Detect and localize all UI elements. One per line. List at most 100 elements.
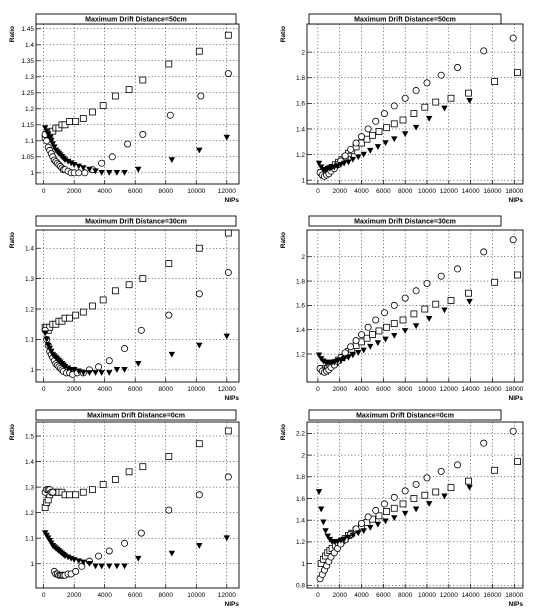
- data-point-circle: [124, 140, 132, 148]
- data-point-square: [224, 427, 232, 435]
- data-point-triangle: [382, 336, 389, 343]
- data-point-triangle: [340, 160, 348, 167]
- data-point-square: [465, 289, 472, 297]
- plot-frame: [35, 23, 240, 185]
- data-point-square: [224, 31, 232, 39]
- data-point-square: [165, 453, 173, 460]
- chart-title: Maximum Drift Distance=30cm: [354, 219, 456, 226]
- data-point-square: [390, 320, 398, 328]
- y-tick-label: 1.6: [296, 496, 305, 503]
- data-point-square: [195, 47, 203, 55]
- data-point-triangle: [382, 140, 389, 147]
- data-point-circle: [195, 491, 203, 499]
- data-point-triangle: [391, 515, 398, 522]
- x-tick-label: 16000: [483, 188, 501, 195]
- y-tick-label: 1.4: [296, 126, 305, 133]
- x-tick-label: 4000: [97, 386, 112, 393]
- plot-frame: [306, 421, 524, 589]
- data-point-triangle: [349, 352, 357, 359]
- y-tick-label: 1.15: [21, 122, 34, 129]
- data-point-triangle: [367, 343, 374, 350]
- y-tick-label: 1: [301, 561, 305, 568]
- data-point-circle: [364, 125, 372, 133]
- data-point-triangle: [92, 168, 99, 175]
- y-tick-label: 1: [30, 367, 34, 374]
- data-point-square: [410, 110, 418, 117]
- x-tick-label: 12000: [218, 386, 236, 393]
- data-point-circle: [95, 363, 103, 371]
- data-point-triangle: [349, 532, 357, 539]
- data-point-triangle: [67, 160, 75, 167]
- data-point-square: [99, 296, 107, 304]
- data-point-square: [165, 60, 173, 68]
- data-point-triangle: [70, 162, 78, 168]
- data-point-square: [99, 481, 107, 488]
- data-point-square: [383, 508, 391, 515]
- data-point-square: [125, 86, 133, 93]
- y-tick-label: 1: [30, 170, 34, 177]
- x-tick-label: 8000: [159, 386, 174, 393]
- data-point-square: [363, 135, 371, 143]
- y-tick-label: 2: [301, 254, 305, 261]
- x-tick-label: 10000: [418, 592, 436, 599]
- data-point-circle: [98, 159, 106, 167]
- x-tick-label: 2000: [67, 188, 82, 195]
- data-point-triangle: [51, 144, 58, 151]
- y-tick-label: 1.4: [296, 517, 305, 524]
- x-tick-label: 0: [316, 592, 320, 599]
- x-tick-label: 2000: [332, 592, 347, 599]
- data-point-triangle: [168, 157, 176, 163]
- data-point-circle: [454, 64, 462, 72]
- data-point-triangle: [45, 131, 52, 138]
- data-point-circle: [358, 133, 366, 141]
- data-point-triangle: [106, 370, 113, 376]
- data-point-square: [363, 334, 371, 342]
- y-tick-label: 1.3: [25, 74, 34, 81]
- y-tick-label: 1.6: [296, 303, 305, 310]
- data-point-triangle: [425, 115, 433, 122]
- data-point-triangle: [113, 170, 121, 176]
- data-point-circle: [108, 153, 116, 161]
- plot-frame: [35, 421, 240, 589]
- title-box: [308, 409, 502, 421]
- x-tick-label: 12000: [440, 188, 458, 195]
- data-point-triangle: [382, 518, 389, 525]
- data-point-circle: [224, 473, 232, 481]
- data-point-circle: [423, 474, 431, 482]
- data-point-circle: [454, 265, 462, 273]
- x-tick-label: 6000: [376, 592, 391, 599]
- data-point-triangle: [64, 365, 72, 372]
- data-point-triangle: [360, 528, 367, 535]
- data-point-circle: [352, 337, 360, 345]
- x-tick-label: 12000: [440, 386, 458, 393]
- y-tick-label: 2: [301, 49, 305, 56]
- data-point-triangle: [41, 125, 49, 131]
- data-point-circle: [412, 480, 420, 488]
- data-point-triangle: [374, 144, 382, 150]
- y-tick-label: 1.35: [21, 58, 34, 65]
- data-point-square: [224, 229, 232, 237]
- data-point-triangle: [45, 342, 52, 349]
- data-point-circle: [195, 290, 203, 298]
- data-point-square: [491, 278, 499, 286]
- data-point-square: [125, 281, 133, 289]
- y-tick-label: 1.4: [25, 246, 34, 253]
- data-point-triangle: [98, 170, 105, 176]
- data-point-triangle: [441, 493, 448, 500]
- y-tick-label: 1.1: [25, 138, 34, 145]
- data-point-triangle: [86, 370, 93, 376]
- data-point-square: [465, 89, 472, 97]
- data-point-circle: [358, 519, 366, 527]
- data-point-square: [421, 305, 429, 313]
- data-point-square: [89, 486, 96, 494]
- data-point-circle: [372, 316, 380, 324]
- data-point-circle: [121, 345, 129, 353]
- data-point-circle: [401, 487, 409, 495]
- data-point-square: [514, 458, 521, 466]
- data-point-circle: [454, 461, 462, 469]
- y-tick-label: 1.8: [296, 474, 305, 481]
- data-point-triangle: [367, 524, 374, 531]
- data-point-square: [514, 69, 521, 77]
- y-tick-label: 0.8: [296, 583, 305, 590]
